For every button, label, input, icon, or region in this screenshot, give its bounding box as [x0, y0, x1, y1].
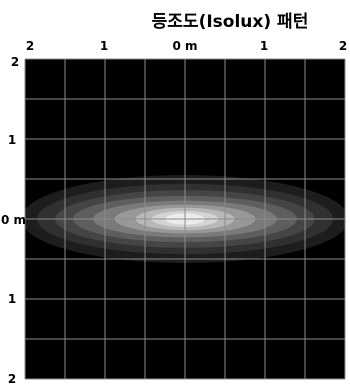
- y-tick-label: 0 m: [1, 213, 26, 227]
- x-tick-label: 2: [339, 39, 347, 53]
- y-tick-label: 1: [8, 133, 16, 147]
- x-tick-label: 0 m: [172, 39, 197, 53]
- x-tick-label: 1: [100, 39, 108, 53]
- x-tick-label: 2: [26, 39, 34, 53]
- chart-title: 등조도(Isolux) 패턴: [152, 12, 309, 32]
- y-tick-label: 1: [8, 292, 16, 306]
- y-tick-label: 2: [8, 372, 16, 386]
- grid-lines: [24, 58, 346, 380]
- y-tick-label: 2: [11, 55, 19, 69]
- x-tick-label: 1: [260, 39, 268, 53]
